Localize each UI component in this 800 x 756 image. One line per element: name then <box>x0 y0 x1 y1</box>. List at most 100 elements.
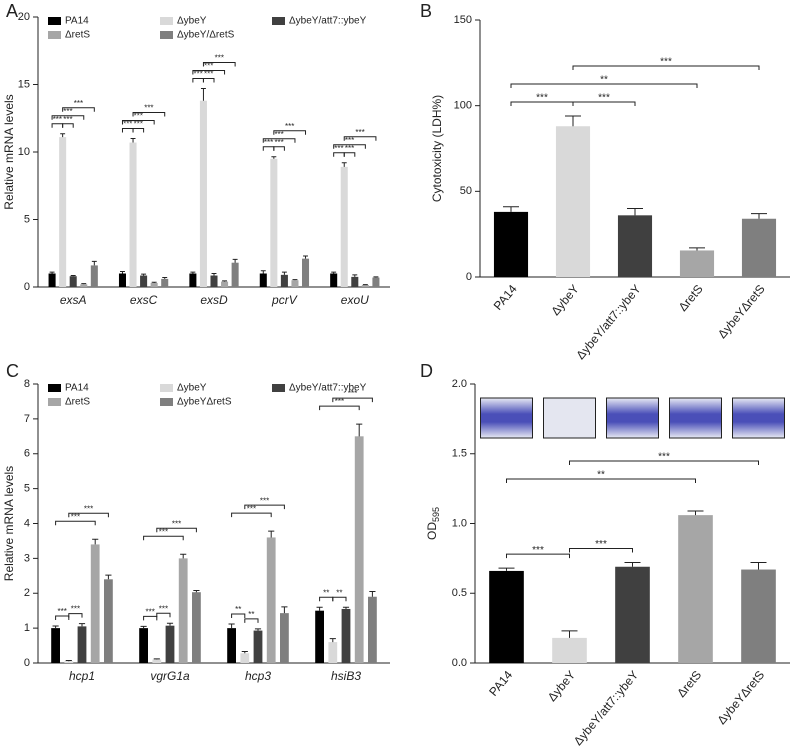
x-tick-label: hcp3 <box>245 669 271 683</box>
bar <box>354 436 364 663</box>
bar <box>199 100 207 287</box>
bar <box>741 569 776 663</box>
significance-label: *** <box>348 389 357 398</box>
panel-label: B <box>420 1 432 21</box>
bar <box>280 613 289 663</box>
significance-bracket <box>51 123 64 128</box>
significance-label: *** <box>334 144 343 153</box>
significance-bracket <box>192 70 226 75</box>
error-bar <box>70 275 76 277</box>
error-bar <box>151 281 157 283</box>
error-bar <box>141 273 147 276</box>
significance-label: *** <box>285 122 294 131</box>
y-tick-label: 1.0 <box>452 517 467 529</box>
bar <box>741 218 777 277</box>
significance-bracket <box>156 612 171 618</box>
significance-label: *** <box>264 138 273 147</box>
bar <box>493 211 529 277</box>
bar <box>129 142 137 287</box>
legend-label: ΔybeY/att7::ybeY <box>289 16 367 27</box>
gel-image <box>606 397 659 439</box>
significance-bracket <box>156 527 197 533</box>
significance-bracket <box>506 553 570 559</box>
y-tick-label: 2 <box>24 587 30 599</box>
error-bar <box>687 510 704 516</box>
panel-label: C <box>6 361 19 381</box>
significance-bracket <box>319 405 360 411</box>
x-tick-label: PA14 <box>486 668 515 699</box>
significance-bracket <box>62 107 95 112</box>
panel-label: A <box>6 1 18 21</box>
bar <box>368 596 377 663</box>
y-axis-label-sub: 595 <box>431 507 441 522</box>
legend-label: ΔybeYΔretS <box>177 397 232 408</box>
gel-image <box>543 397 596 439</box>
bar <box>178 558 188 663</box>
x-tick-label: exoU <box>341 293 369 307</box>
bar <box>80 284 88 287</box>
bar <box>118 273 126 287</box>
error-bar <box>65 660 72 662</box>
significance-label: *** <box>134 112 143 121</box>
error-bar <box>190 271 196 274</box>
significance-label: ** <box>597 470 605 481</box>
significance-label: *** <box>193 70 202 79</box>
y-tick-label: 4 <box>24 517 30 529</box>
significance-bracket <box>572 65 760 70</box>
y-tick-label: 7 <box>24 413 30 425</box>
bar <box>140 275 148 287</box>
significance-label: *** <box>335 397 344 406</box>
error-bar <box>254 628 262 631</box>
significance-bracket <box>273 130 307 135</box>
bar <box>90 544 100 663</box>
y-tick-label: 150 <box>454 14 472 26</box>
legend-label: ΔretS <box>65 397 90 408</box>
y-tick-label: 1.5 <box>452 448 467 460</box>
y-axis-label: Cytotoxicity (LDH%) <box>430 95 444 202</box>
significance-label: ** <box>336 588 342 597</box>
significance-label: *** <box>204 62 213 71</box>
error-bar <box>162 277 168 279</box>
significance-label: *** <box>146 607 155 616</box>
error-bar <box>166 622 174 626</box>
significance-label: *** <box>134 120 143 129</box>
bar <box>259 273 267 287</box>
error-bar <box>329 638 336 643</box>
bar <box>90 265 98 287</box>
significance-label: *** <box>536 93 548 104</box>
error-bar <box>624 562 641 567</box>
legend-swatch <box>48 17 61 25</box>
legend-swatch <box>272 17 285 25</box>
panel-label: D <box>420 361 433 381</box>
significance-label: *** <box>159 527 168 536</box>
error-bar <box>303 255 308 259</box>
significance-bracket <box>231 613 246 618</box>
bar <box>361 284 369 287</box>
y-tick-label: 0.0 <box>452 657 467 669</box>
x-tick-label: ΔybeYΔretS <box>714 668 767 727</box>
x-tick-label: hsiB3 <box>331 669 361 683</box>
error-bar <box>232 258 238 263</box>
significance-label: ** <box>600 75 608 86</box>
error-bar <box>60 133 66 138</box>
significance-bracket <box>55 615 70 621</box>
significance-label: *** <box>215 54 224 63</box>
legend-label: PA14 <box>65 16 89 27</box>
error-bar <box>316 606 323 611</box>
error-bar <box>627 207 643 216</box>
bar <box>552 637 587 663</box>
bar <box>104 579 113 663</box>
x-tick-label: exsA <box>60 293 87 307</box>
significance-label: *** <box>274 130 283 139</box>
significance-bracket <box>506 478 696 483</box>
y-tick-label: 1 <box>24 622 30 634</box>
bar <box>59 137 67 287</box>
bar <box>341 608 351 663</box>
error-bar <box>92 538 99 545</box>
significance-label: *** <box>84 504 93 513</box>
bar <box>165 625 175 663</box>
significance-bracket <box>68 613 83 618</box>
error-bar <box>130 138 136 143</box>
bar <box>152 659 162 663</box>
error-bar <box>81 283 87 285</box>
